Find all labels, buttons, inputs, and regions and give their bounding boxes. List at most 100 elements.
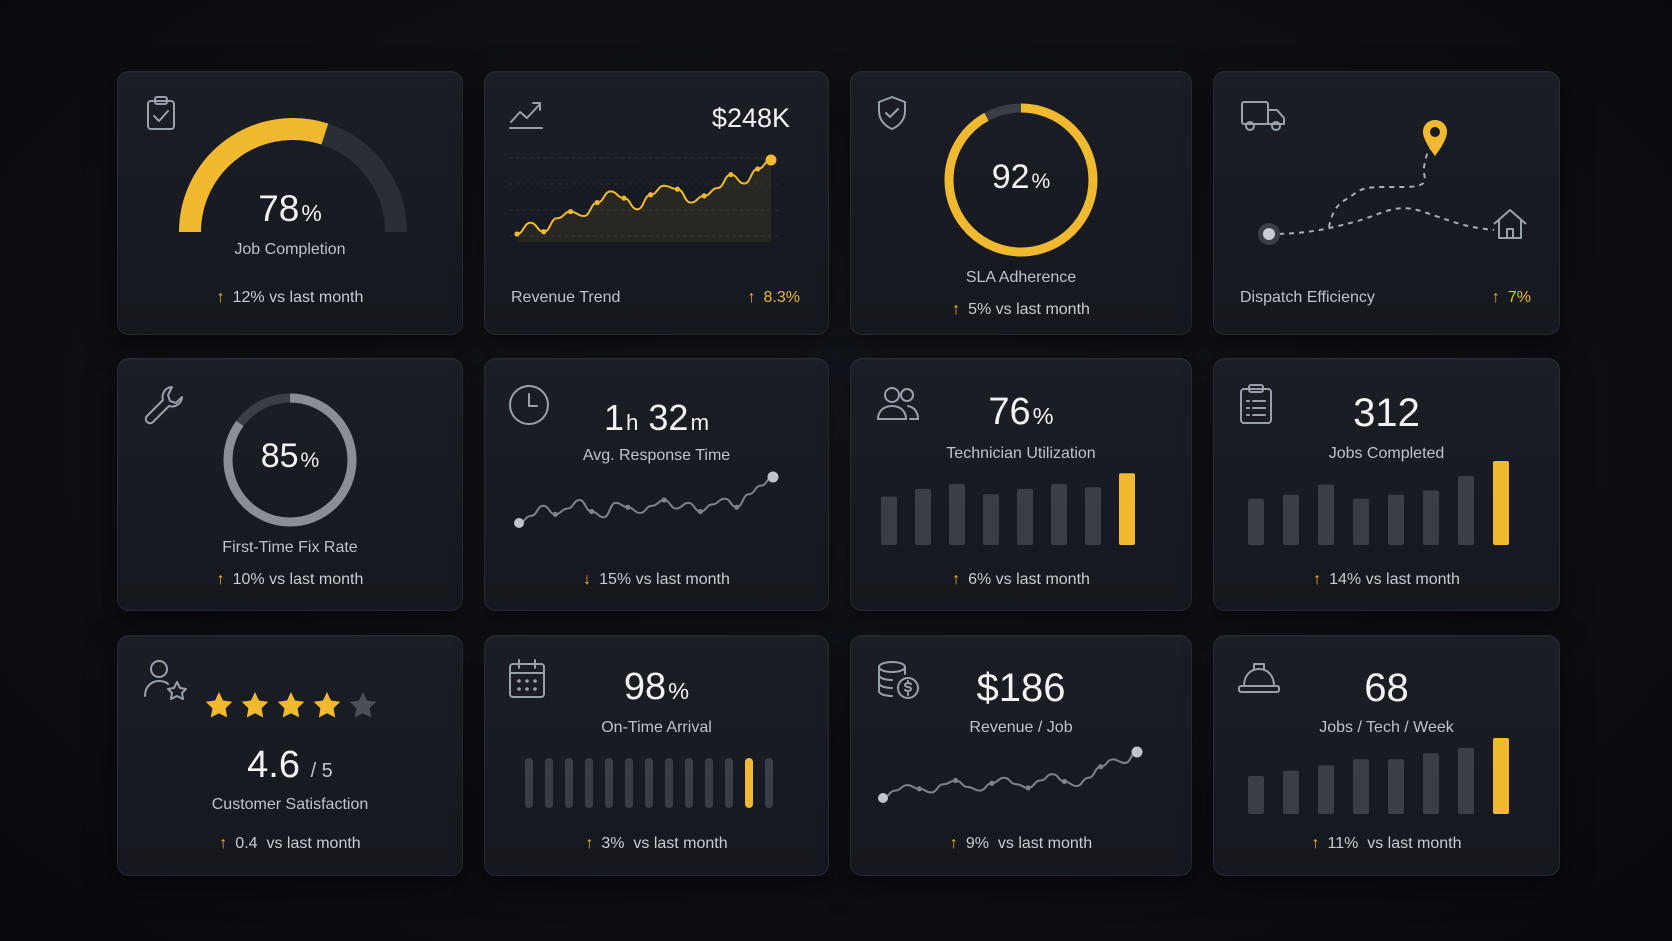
data-point — [755, 166, 761, 172]
sla-value: 92% — [991, 158, 1051, 196]
area-fill — [517, 160, 771, 242]
truck-icon — [1240, 96, 1288, 134]
data-point — [697, 508, 704, 515]
tick — [585, 758, 593, 808]
dispatch-efficiency-card[interactable]: Dispatch Efficiency ↑ 7% — [1213, 71, 1560, 335]
calendar-icon — [507, 658, 547, 700]
first-time-fix-card[interactable]: 85% First-Time Fix Rate ↑ 10% vs last mon… — [117, 358, 463, 611]
job-completion-value: 78% — [258, 188, 322, 229]
home-icon — [1490, 206, 1530, 242]
revenue-trend-card[interactable]: $248K Revenue Trend ↑ 8.3% — [484, 71, 829, 335]
fix-rate-trend: ↑ 10% vs last month — [216, 571, 364, 588]
data-point — [588, 508, 595, 515]
bar — [1388, 494, 1404, 545]
jobs-per-tech-card[interactable]: 68 Jobs / Tech / Week ↑ 11% vs last month — [1213, 635, 1560, 876]
bar — [1353, 759, 1369, 814]
on-time-label: On-Time Arrival — [601, 719, 712, 736]
series-line — [518, 476, 774, 524]
dispatch-label: Dispatch Efficiency — [1240, 289, 1375, 306]
data-point — [552, 511, 558, 517]
data-point — [625, 504, 631, 510]
sla-ring — [944, 103, 1098, 257]
bar — [1318, 484, 1334, 545]
jobs-tech-bars — [1248, 738, 1509, 814]
bar — [1085, 487, 1101, 545]
chart-line-icon — [507, 94, 545, 132]
start-point — [514, 518, 524, 528]
jobs-completed-value: 312 — [1353, 391, 1420, 435]
rev-job-trend: ↑ 9% vs last month — [949, 835, 1093, 852]
arrow-up-icon: ↑ — [952, 301, 961, 318]
bar-highlight — [1119, 473, 1135, 545]
tick — [685, 758, 693, 808]
jobs-completed-card[interactable]: 312 Jobs Completed ↑ 14% vs last month — [1213, 358, 1560, 611]
jobs-tech-label: Jobs / Tech / Week — [1319, 719, 1454, 736]
on-time-arrival-card[interactable]: 98% On-Time Arrival ↑ 3% vs last month — [484, 635, 829, 876]
shield-check-icon — [873, 94, 911, 132]
rev-job-sparkline — [878, 746, 1143, 803]
star-icon — [277, 692, 305, 718]
star-icon — [349, 692, 377, 718]
end-point — [767, 471, 779, 483]
end-point — [1131, 746, 1143, 758]
rev-job-label: Revenue / Job — [969, 719, 1073, 736]
bar — [1318, 765, 1334, 814]
arrow-up-icon: ↑ — [219, 835, 228, 852]
fix-rate-value: 85% — [260, 437, 320, 475]
ring-fill — [944, 103, 1098, 257]
rating-stars — [204, 688, 384, 724]
technician-utilization-card[interactable]: 76% Technician Utilization ↑ 6% vs last m… — [850, 358, 1192, 611]
revenue-sparkline — [509, 154, 779, 242]
jobs-completed-trend: ↑ 14% vs last month — [1313, 571, 1460, 588]
bar — [1283, 770, 1299, 814]
series-line — [882, 751, 1138, 799]
rev-job-value: $186 — [976, 666, 1066, 710]
arrow-up-icon: ↑ — [1491, 289, 1500, 306]
utilization-trend: ↑ 6% vs last month — [952, 571, 1090, 588]
fix-rate-label: First-Time Fix Rate — [222, 539, 358, 556]
customer-satisfaction-card[interactable]: 4.6 / 5 Customer Satisfaction ↑ 0.4 vs la… — [117, 635, 463, 876]
tick — [645, 758, 653, 808]
bar — [915, 488, 931, 545]
response-sparkline — [514, 471, 779, 528]
arrow-up-icon: ↑ — [949, 835, 958, 852]
jobs-tech-trend: ↑ 11% vs last month — [1311, 835, 1462, 852]
bar — [1051, 484, 1067, 545]
bar — [983, 494, 999, 545]
response-label: Avg. Response Time — [582, 447, 731, 464]
data-point — [674, 186, 681, 192]
on-time-value: 98% — [623, 666, 690, 708]
star-icon — [205, 692, 233, 718]
job-completion-gauge — [179, 118, 407, 233]
arrow-up-icon: ↑ — [1313, 571, 1322, 588]
csat-value: 4.6 / 5 — [247, 744, 333, 786]
hard-hat-icon — [1236, 658, 1282, 698]
data-point — [514, 231, 520, 237]
users-icon — [875, 383, 921, 423]
data-point — [952, 777, 959, 784]
data-point — [701, 193, 707, 199]
tick — [705, 758, 713, 808]
data-point — [1025, 785, 1031, 791]
tick-highlight — [745, 758, 753, 808]
bar — [881, 496, 897, 545]
response-time-card[interactable]: 1h 32m Avg. Response Time ↓ 15% vs last m… — [484, 358, 829, 611]
revenue-trend-label: Revenue Trend — [511, 289, 621, 306]
tick — [605, 758, 613, 808]
sla-label: SLA Adherence — [965, 269, 1077, 286]
jobs-completed-label: Jobs Completed — [1328, 445, 1445, 462]
sla-adherence-card[interactable]: 92% SLA Adherence ↑ 5% vs last month — [850, 71, 1192, 335]
on-time-ticks — [525, 758, 773, 808]
job-completion-card[interactable]: 78% Job Completion ↑ 12% vs last month — [117, 71, 463, 335]
fix-rate-ring — [223, 393, 357, 527]
revenue-per-job-card[interactable]: $186 Revenue / Job ↑ 9% vs last month — [850, 635, 1192, 876]
csat-label: Customer Satisfaction — [211, 796, 369, 813]
clock-icon — [507, 383, 551, 427]
response-value: 1h 32m — [603, 397, 710, 438]
data-point — [728, 171, 734, 178]
csat-trend: ↑ 0.4 vs last month — [219, 835, 361, 852]
bar — [1353, 498, 1369, 545]
gauge-fill — [179, 118, 329, 233]
wrench-icon — [142, 383, 186, 427]
job-completion-label: Job Completion — [234, 241, 346, 258]
